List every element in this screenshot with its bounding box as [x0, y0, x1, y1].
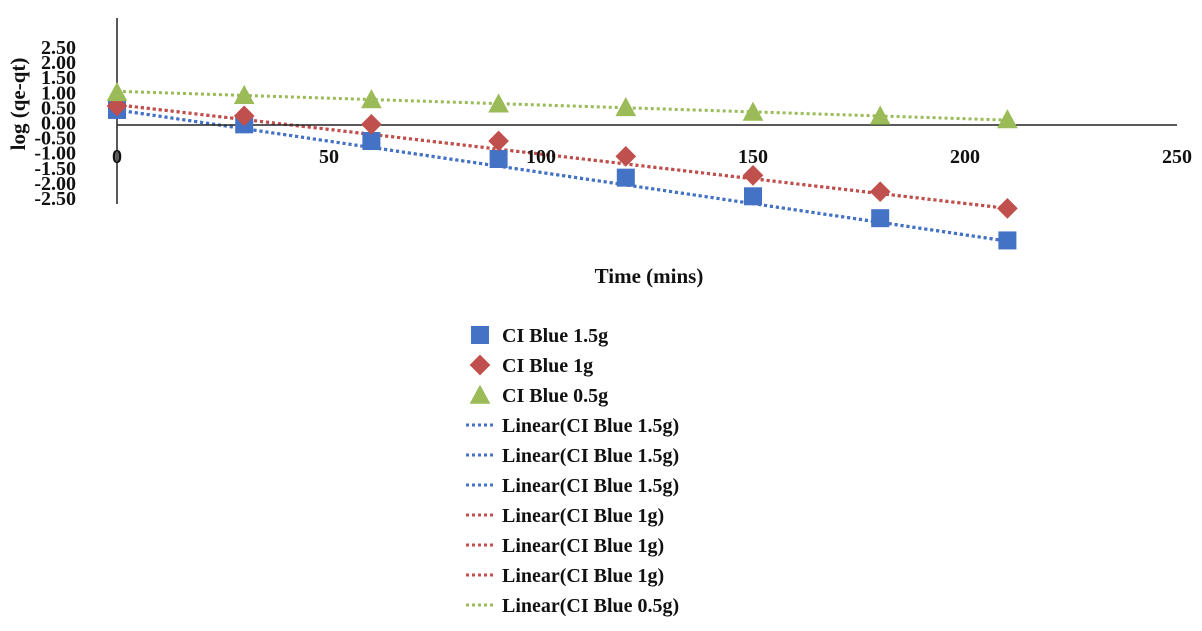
- data-point: [233, 84, 255, 105]
- y-tick-label: 1.50: [41, 67, 76, 89]
- y-tick-label: 0.00: [41, 113, 76, 135]
- data-point: [742, 165, 764, 186]
- legend: CI Blue 1.5g CI Blue 1g CI Blue 0.5g Linear…: [466, 325, 679, 617]
- x-axis-title: Time (mins): [595, 264, 704, 288]
- data-point: [871, 209, 890, 228]
- x-tick-label: 150: [738, 146, 768, 168]
- data-point: [615, 96, 637, 117]
- data-point: [742, 101, 764, 121]
- x-tick-label: 100: [526, 146, 556, 168]
- y-tick-label: 2.00: [41, 52, 76, 74]
- y-axis-title: log (qe-qt): [6, 58, 30, 151]
- data-point: [489, 150, 508, 169]
- y-tick-label: -0.50: [34, 128, 76, 150]
- legend-label: Linear(CI Blue 1g): [502, 565, 664, 587]
- legend-label: CI Blue 1.5g: [502, 325, 608, 347]
- data-point: [869, 181, 891, 203]
- x-tick-label: 50: [319, 146, 339, 168]
- legend-label: CI Blue 1g: [502, 355, 593, 377]
- legend-label: Linear(CI Blue 1.5g): [502, 415, 679, 437]
- data-point: [616, 168, 635, 187]
- legend-label: Linear(CI Blue 1g): [502, 505, 664, 527]
- data-point: [869, 105, 891, 125]
- legend-swatch: [471, 326, 489, 344]
- legend-swatch: [469, 354, 491, 376]
- marker-layer: [106, 81, 1018, 250]
- y-tick-label: 0.50: [41, 97, 76, 119]
- data-point: [361, 89, 382, 109]
- data-point: [744, 187, 762, 206]
- x-tick-label: 250: [1162, 146, 1192, 168]
- data-point: [233, 105, 255, 127]
- x-tick-label: 200: [950, 146, 980, 168]
- legend-label: Linear(CI Blue 1.5g): [502, 445, 679, 467]
- data-point: [997, 198, 1018, 219]
- data-point: [106, 81, 128, 102]
- y-tick-label: -1.50: [34, 158, 76, 180]
- data-point: [362, 132, 381, 151]
- legend-label: CI Blue 0.5g: [502, 385, 608, 407]
- legend-label: Linear(CI Blue 1g): [502, 535, 664, 557]
- data-point: [361, 113, 382, 135]
- trendline-layer: [116, 89, 1008, 243]
- y-tick-label: 2.50: [41, 37, 76, 59]
- y-tick-label: -1.00: [34, 143, 76, 165]
- data-point: [488, 130, 509, 152]
- legend-label: Linear(CI Blue 1.5g): [502, 475, 679, 497]
- legend-label: Linear(CI Blue 0.5g): [502, 595, 679, 617]
- trendline: [116, 108, 1008, 243]
- y-tick-label: -2.00: [34, 173, 76, 195]
- trendline: [116, 89, 1008, 122]
- data-point: [998, 231, 1017, 250]
- x-tick-label: 0: [112, 146, 122, 168]
- data-point: [615, 146, 637, 167]
- legend-swatch: [469, 384, 491, 404]
- data-point: [997, 109, 1018, 129]
- y-tick-label: -2.50: [34, 188, 76, 210]
- y-tick-label: 1.00: [41, 82, 76, 104]
- data-point: [488, 93, 509, 113]
